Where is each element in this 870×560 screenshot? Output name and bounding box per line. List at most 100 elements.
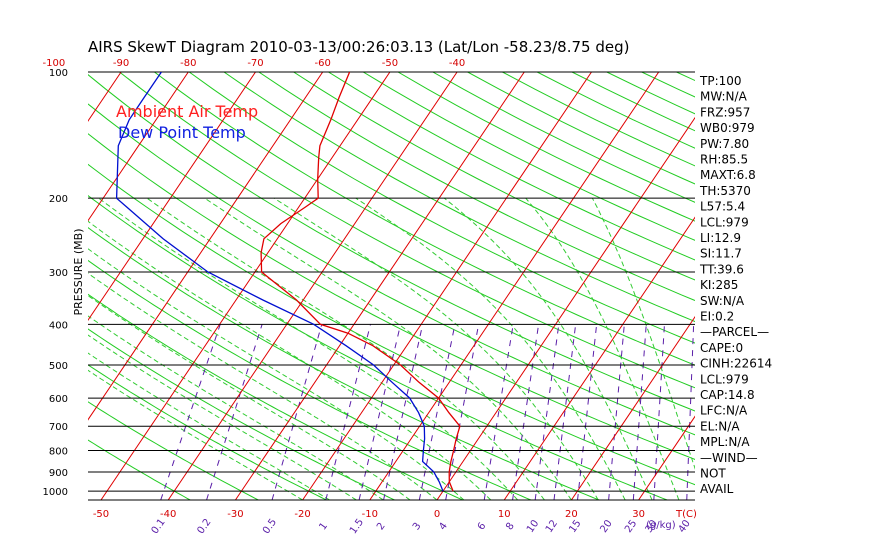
isotherm-line bbox=[369, 72, 660, 500]
mixing-ratio-tick-label: 3 bbox=[411, 521, 424, 533]
index-text: TH:5370 bbox=[699, 184, 751, 198]
dry-adiabat-line bbox=[258, 72, 695, 302]
index-text: LFC:N/A bbox=[700, 404, 748, 418]
index-text: PW:7.80 bbox=[700, 137, 749, 151]
mixing-ratio-line bbox=[325, 324, 371, 500]
chart-title: AIRS SkewT Diagram 2010-03-13/00:26:03.1… bbox=[88, 38, 629, 56]
bottom-temp-tick-label: 10 bbox=[498, 509, 511, 520]
dry-adiabat-line bbox=[88, 194, 669, 500]
dry-adiabat-line bbox=[328, 72, 695, 261]
bottom-temp-tick-label: -30 bbox=[227, 509, 243, 520]
moist-adiabat-line bbox=[88, 352, 330, 500]
index-text: EI:0.2 bbox=[700, 310, 734, 324]
dry-adiabat-line bbox=[88, 103, 695, 436]
moist-adiabat-line bbox=[88, 369, 303, 500]
mixing-ratio-tick-label: 6 bbox=[476, 521, 489, 533]
isotherm-line bbox=[503, 216, 695, 500]
index-text: SI:11.7 bbox=[700, 247, 742, 261]
top-temp-tick-label: -60 bbox=[315, 58, 331, 69]
top-temp-tick-label: -40 bbox=[449, 58, 465, 69]
moist-adiabat-line bbox=[444, 197, 653, 500]
isotherm-line bbox=[88, 72, 324, 421]
data-series bbox=[115, 72, 461, 492]
index-text: WB0:979 bbox=[700, 121, 755, 135]
moist-adiabat-line bbox=[88, 248, 465, 500]
index-text: FRZ:957 bbox=[700, 105, 750, 119]
index-text: TT:39.6 bbox=[699, 262, 744, 276]
index-text: MW:N/A bbox=[700, 90, 748, 104]
bottom-temp-tick-label: -50 bbox=[93, 509, 109, 520]
mixing-ratio-tick-label: 1 bbox=[317, 521, 330, 533]
mixing-ratio-line bbox=[160, 324, 221, 500]
index-text: MAXT:6.8 bbox=[700, 168, 756, 182]
mixing-ratio-line bbox=[483, 324, 514, 500]
isotherm-line bbox=[88, 72, 256, 322]
dry-adiabat-line bbox=[88, 227, 601, 500]
index-text: CINH:22614 bbox=[700, 357, 772, 371]
dry-adiabat-line bbox=[641, 72, 695, 98]
ambient-air-temp-line bbox=[260, 72, 461, 492]
isotherm-line bbox=[0, 72, 54, 500]
grid-lines bbox=[0, 71, 695, 501]
mixing-ratio-tick-label: 2 bbox=[375, 521, 388, 533]
index-text: L57:5.4 bbox=[700, 200, 745, 214]
mixing-ratio-tick-label: 25 bbox=[623, 518, 639, 535]
moist-adiabat-line bbox=[98, 197, 518, 500]
pressure-tick-label: 700 bbox=[49, 422, 68, 433]
dry-adiabat-line bbox=[432, 72, 695, 203]
mixing-ratio-tick-label: 20 bbox=[598, 518, 614, 535]
isotherm-line bbox=[234, 72, 525, 500]
mixing-ratio-line bbox=[577, 324, 598, 500]
bottom-temp-tick-label: -40 bbox=[160, 509, 176, 520]
dry-adiabat-line bbox=[88, 74, 695, 412]
isotherm-line bbox=[88, 72, 189, 222]
index-text: LCL:979 bbox=[700, 215, 749, 229]
dry-adiabat-line bbox=[119, 72, 695, 389]
dry-adiabat-line bbox=[188, 72, 695, 344]
moist-adiabat-line bbox=[591, 197, 695, 470]
index-text: EL:N/A bbox=[700, 419, 740, 433]
index-text: CAP:14.8 bbox=[700, 388, 755, 402]
moist-adiabat-line bbox=[525, 197, 680, 500]
dry-adiabat-line bbox=[293, 72, 695, 281]
index-text: SW:N/A bbox=[700, 294, 745, 308]
mixing-ratio-line bbox=[418, 324, 456, 500]
isotherm-line bbox=[100, 72, 391, 500]
bottom-temp-tick-label: -10 bbox=[362, 509, 378, 520]
index-text: —WIND— bbox=[700, 451, 758, 465]
pressure-tick-label: 1000 bbox=[43, 487, 68, 498]
top-temp-tick-label: -70 bbox=[247, 58, 263, 69]
pressure-tick-label: 100 bbox=[49, 68, 68, 79]
moist-adiabat-line bbox=[88, 272, 438, 500]
pressure-tick-label: 400 bbox=[49, 320, 68, 331]
index-text: LCL:979 bbox=[700, 372, 749, 386]
index-text: KI:285 bbox=[700, 278, 738, 292]
top-temp-tick-label: -80 bbox=[180, 58, 196, 69]
dry-adiabat-line bbox=[362, 72, 695, 241]
legend: Ambient Air Temp Dew Point Temp bbox=[116, 102, 258, 142]
mixing-ratio-tick-label: 0.2 bbox=[195, 517, 213, 536]
isotherm-line bbox=[436, 116, 695, 500]
index-text: LI:12.9 bbox=[700, 231, 741, 245]
mixing-ratio-tick-label: 8 bbox=[504, 521, 517, 533]
mixing-ratio-tick-label: 0.5 bbox=[261, 517, 279, 536]
index-text: —PARCEL— bbox=[700, 325, 769, 339]
isotherm-line bbox=[570, 315, 695, 500]
isotherm-line bbox=[167, 72, 458, 500]
bottom-temp-tick-label: 20 bbox=[565, 509, 578, 520]
mixing-ratio-line bbox=[534, 324, 560, 500]
isotherm-line bbox=[88, 72, 122, 122]
mixing-ratio-line bbox=[445, 324, 480, 500]
grid-clip bbox=[0, 72, 695, 500]
isotherm-line bbox=[638, 415, 695, 500]
pressure-tick-label: 800 bbox=[49, 447, 68, 458]
moist-adiabat-line bbox=[88, 334, 357, 500]
moist-adiabat-line bbox=[146, 197, 545, 500]
mixing-ratio-line bbox=[553, 324, 577, 500]
axis-ticks: 1002003004005006007008009001000-120-110-… bbox=[43, 58, 697, 536]
pressure-tick-label: 500 bbox=[49, 361, 68, 372]
moist-adiabat-line bbox=[204, 197, 572, 500]
bottom-temp-unit: T(C) bbox=[675, 509, 697, 520]
